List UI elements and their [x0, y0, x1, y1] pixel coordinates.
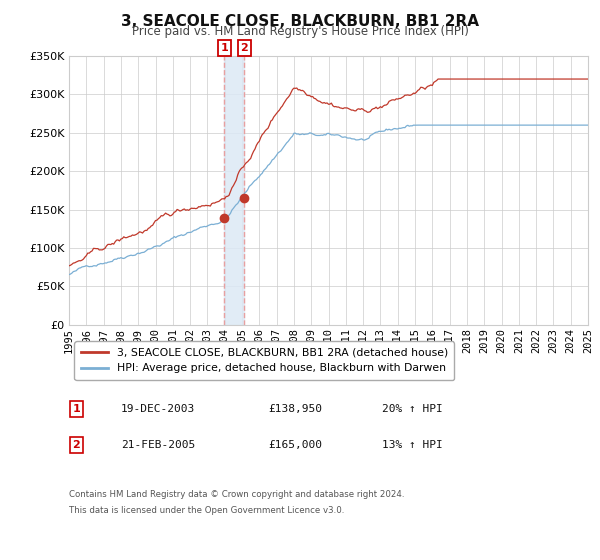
Text: 20% ↑ HPI: 20% ↑ HPI — [382, 404, 443, 414]
Text: Contains HM Land Registry data © Crown copyright and database right 2024.: Contains HM Land Registry data © Crown c… — [69, 490, 404, 499]
Legend: 3, SEACOLE CLOSE, BLACKBURN, BB1 2RA (detached house), HPI: Average price, detac: 3, SEACOLE CLOSE, BLACKBURN, BB1 2RA (de… — [74, 342, 454, 380]
Text: 2: 2 — [73, 440, 80, 450]
Text: Price paid vs. HM Land Registry's House Price Index (HPI): Price paid vs. HM Land Registry's House … — [131, 25, 469, 38]
Text: £138,950: £138,950 — [268, 404, 322, 414]
Text: £165,000: £165,000 — [268, 440, 322, 450]
Text: 19-DEC-2003: 19-DEC-2003 — [121, 404, 196, 414]
Text: 2: 2 — [241, 43, 248, 53]
Bar — [224, 56, 244, 325]
Text: 21-FEB-2005: 21-FEB-2005 — [121, 440, 196, 450]
Text: 1: 1 — [220, 43, 228, 53]
Text: 1: 1 — [73, 404, 80, 414]
Text: 3, SEACOLE CLOSE, BLACKBURN, BB1 2RA: 3, SEACOLE CLOSE, BLACKBURN, BB1 2RA — [121, 14, 479, 29]
Text: 13% ↑ HPI: 13% ↑ HPI — [382, 440, 443, 450]
Text: This data is licensed under the Open Government Licence v3.0.: This data is licensed under the Open Gov… — [69, 506, 344, 515]
